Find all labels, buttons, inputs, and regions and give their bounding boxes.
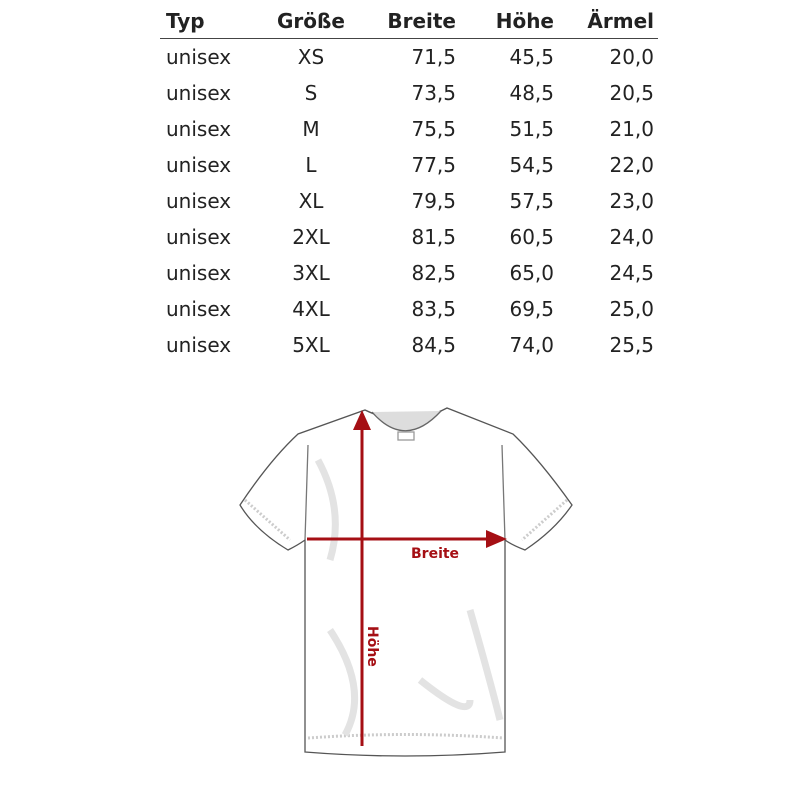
- table-cell: L: [305, 153, 317, 177]
- table-cell: unisex: [166, 189, 232, 213]
- table-row: unisex S 73,5 48,5 20,5: [160, 75, 658, 111]
- table-row: unisex L 77,5 54,5 22,0: [160, 147, 658, 183]
- table-cell: 51,5: [509, 117, 554, 141]
- table-cell: unisex: [166, 45, 232, 69]
- header-aermel: Ärmel: [554, 4, 658, 39]
- table-cell: unisex: [166, 81, 232, 105]
- table-cell: 75,5: [411, 117, 456, 141]
- tshirt-outline: [239, 407, 573, 757]
- table-cell: 84,5: [411, 333, 456, 357]
- width-label: Breite: [411, 546, 459, 562]
- table-cell: 20,0: [609, 45, 654, 69]
- table-cell: 69,5: [509, 297, 554, 321]
- table-cell: 23,0: [609, 189, 654, 213]
- header-hoehe: Höhe: [456, 4, 554, 39]
- table-cell: 24,0: [609, 225, 654, 249]
- table-cell: 48,5: [509, 81, 554, 105]
- table-cell: 74,0: [509, 333, 554, 357]
- table-row: unisex 4XL 83,5 69,5 25,0: [160, 291, 658, 327]
- table-row: unisex XS 71,5 45,5 20,0: [160, 39, 658, 76]
- header-breite: Breite: [356, 4, 456, 39]
- table-cell: 25,0: [609, 297, 654, 321]
- table-cell: 24,5: [609, 261, 654, 285]
- table-cell: 57,5: [509, 189, 554, 213]
- height-label: Höhe: [364, 626, 380, 667]
- table-row: unisex M 75,5 51,5 21,0: [160, 111, 658, 147]
- table-cell: 2XL: [292, 225, 330, 249]
- table-cell: 54,5: [509, 153, 554, 177]
- table-cell: 73,5: [411, 81, 456, 105]
- table-cell: 22,0: [609, 153, 654, 177]
- table-cell: 82,5: [411, 261, 456, 285]
- header-groesse: Größe: [266, 4, 356, 39]
- table-cell: XS: [297, 45, 325, 69]
- header-typ: Typ: [160, 4, 266, 39]
- table-cell: 60,5: [509, 225, 554, 249]
- table-cell: M: [302, 117, 320, 141]
- table-cell: unisex: [166, 117, 232, 141]
- table-cell: 5XL: [292, 333, 330, 357]
- table-header-row: Typ Größe Breite Höhe Ärmel: [160, 4, 658, 39]
- table-row: unisex 5XL 84,5 74,0 25,5: [160, 327, 658, 363]
- table-cell: XL: [298, 189, 324, 213]
- table-cell: 77,5: [411, 153, 456, 177]
- table-cell: 81,5: [411, 225, 456, 249]
- table-cell: 65,0: [509, 261, 554, 285]
- size-table: Typ Größe Breite Höhe Ärmel unisex XS 71,5…: [160, 4, 658, 363]
- table-cell: unisex: [166, 297, 232, 321]
- height-arrow: [353, 410, 371, 746]
- table-row: unisex XL 79,5 57,5 23,0: [160, 183, 658, 219]
- table-cell: 71,5: [411, 45, 456, 69]
- table-cell: unisex: [166, 333, 232, 357]
- table-cell: unisex: [166, 153, 232, 177]
- table-row: unisex 2XL 81,5 60,5 24,0: [160, 219, 658, 255]
- table-cell: 3XL: [292, 261, 330, 285]
- width-arrow: [307, 530, 507, 548]
- table-cell: 4XL: [292, 297, 330, 321]
- table-cell: S: [304, 81, 318, 105]
- table-row: unisex 3XL 82,5 65,0 24,5: [160, 255, 658, 291]
- table-cell: 79,5: [411, 189, 456, 213]
- table-cell: 83,5: [411, 297, 456, 321]
- table-cell: 45,5: [509, 45, 554, 69]
- table-cell: unisex: [166, 225, 232, 249]
- table-cell: unisex: [166, 261, 232, 285]
- table-cell: 25,5: [609, 333, 654, 357]
- table-cell: 20,5: [609, 81, 654, 105]
- table-cell: 21,0: [609, 117, 654, 141]
